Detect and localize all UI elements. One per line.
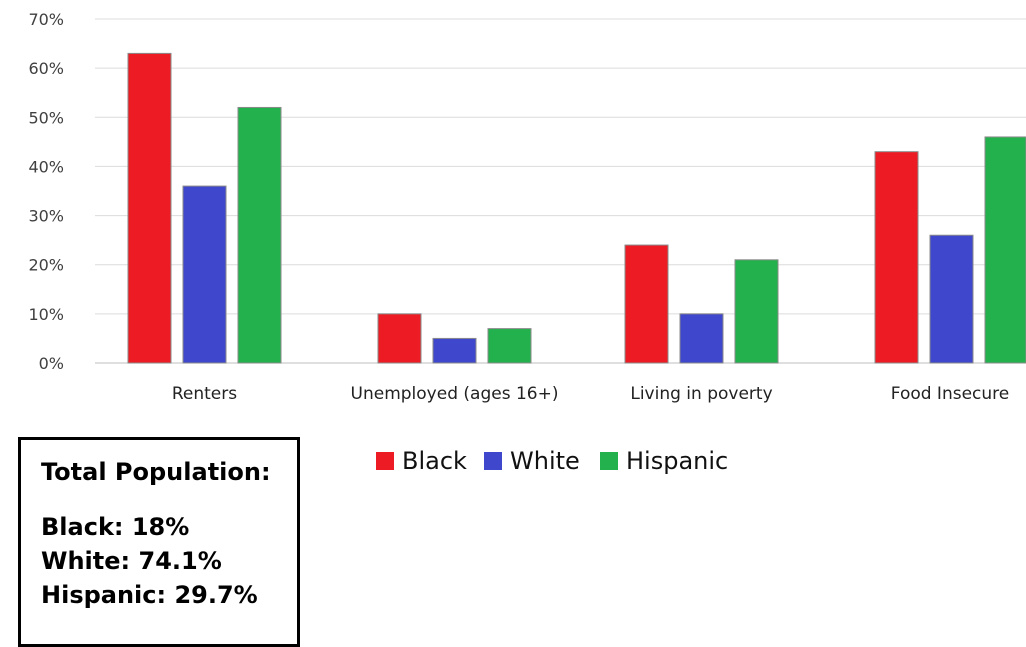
x-category-label: Living in poverty xyxy=(630,384,772,404)
legend-swatch-black xyxy=(376,452,394,470)
population-hispanic: Hispanic: 29.7% xyxy=(41,581,258,609)
legend-label-hispanic: Hispanic xyxy=(626,447,728,475)
bar-hispanic xyxy=(734,259,779,364)
bar-black xyxy=(377,313,422,364)
bar-hispanic xyxy=(984,136,1026,364)
total-population-title: Total Population: xyxy=(41,458,271,486)
bar-black xyxy=(624,244,669,364)
y-tick-label: 10% xyxy=(28,305,64,324)
y-tick-label: 60% xyxy=(28,59,64,78)
y-tick-label: 40% xyxy=(28,157,64,176)
y-tick-label: 50% xyxy=(28,108,64,127)
bar-white xyxy=(182,185,227,364)
population-white: White: 74.1% xyxy=(41,547,222,575)
bar-white xyxy=(679,313,724,364)
legend-item-white: White xyxy=(484,447,580,475)
y-tick-label: 30% xyxy=(28,207,64,226)
bar-white xyxy=(929,234,974,364)
population-black: Black: 18% xyxy=(41,513,190,541)
legend-swatch-white xyxy=(484,452,502,470)
x-axis-categories: Renters Unemployed (ages 16+) Living in po… xyxy=(172,384,1009,404)
legend-item-hispanic: Hispanic xyxy=(600,447,728,475)
legend-swatch-hispanic xyxy=(600,452,618,470)
y-axis-ticks: 0% 10% 20% 30% 40% 50% 60% 70% xyxy=(28,10,64,373)
bar-hispanic xyxy=(237,106,282,364)
x-category-label: Unemployed (ages 16+) xyxy=(351,384,559,404)
legend-item-black: Black xyxy=(376,447,467,475)
bars xyxy=(127,52,1026,364)
bar-white xyxy=(432,337,477,364)
bar-black xyxy=(874,151,919,364)
y-tick-label: 70% xyxy=(28,10,64,29)
x-category-label: Food Insecure xyxy=(891,384,1009,404)
bar-hispanic xyxy=(487,328,532,364)
x-category-label: Renters xyxy=(172,384,237,404)
legend-label-black: Black xyxy=(402,447,467,475)
y-tick-label: 20% xyxy=(28,256,64,275)
bar-chart: 0% 10% 20% 30% 40% 50% 60% 70% Renters Unemploye… xyxy=(28,10,1026,404)
legend: Black White Hispanic xyxy=(376,447,728,475)
bar-black xyxy=(127,52,172,364)
legend-label-white: White xyxy=(510,447,580,475)
y-tick-label: 0% xyxy=(39,354,64,373)
total-population-box: Total Population: Black: 18% White: 74.1… xyxy=(18,437,300,647)
